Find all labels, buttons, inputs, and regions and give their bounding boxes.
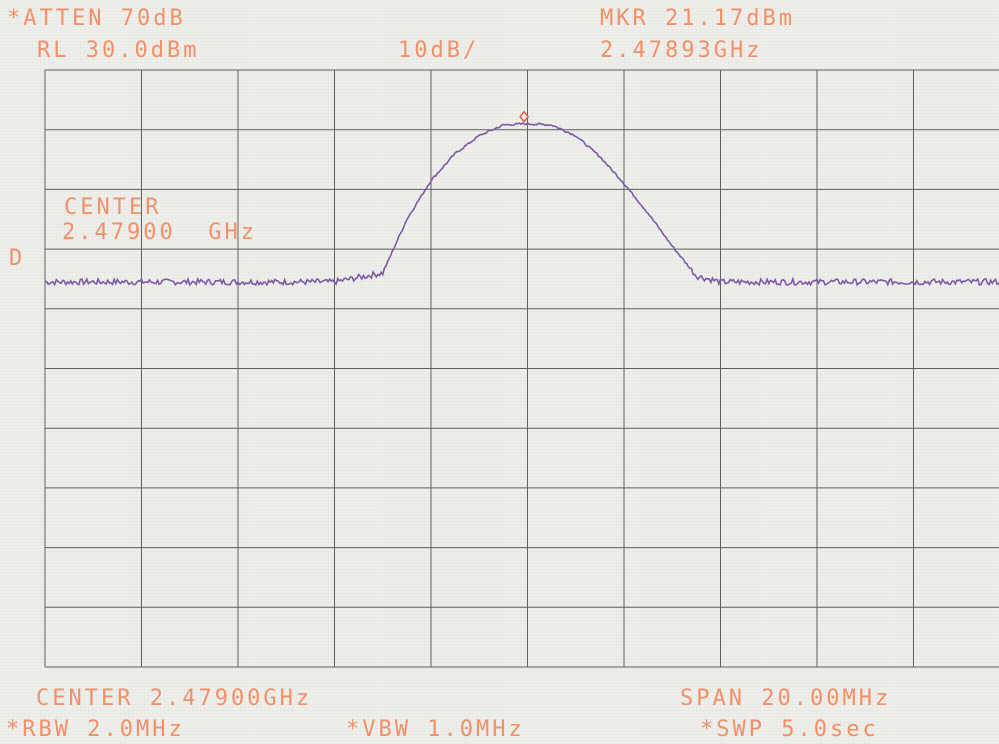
footer-vbw: *VBW 1.0MHz (346, 717, 525, 742)
scale-per-division: 10dB/ (398, 38, 480, 63)
footer-span: SPAN 20.00MHz (680, 686, 892, 711)
marker-amplitude: MKR 21.17dBm (600, 6, 795, 31)
center-word: CENTER (64, 195, 162, 220)
marker-frequency: 2.47893GHz (600, 38, 763, 63)
trace-layer (44, 121, 999, 287)
footer-rbw: *RBW 2.0MHz (6, 717, 185, 742)
graticule (44, 69, 999, 668)
marker-layer (519, 110, 530, 123)
peak-marker-diamond (519, 110, 530, 123)
spectrum-trace (44, 121, 999, 287)
atten-label: *ATTEN 70dB (7, 6, 186, 31)
display-line-marker: D (9, 246, 26, 271)
center-value: 2.47900 GHz (62, 220, 257, 245)
reference-level: RL 30.0dBm (37, 38, 200, 63)
footer-swp: *SWP 5.0sec (700, 717, 879, 742)
footer-center: CENTER 2.47900GHz (36, 686, 313, 711)
